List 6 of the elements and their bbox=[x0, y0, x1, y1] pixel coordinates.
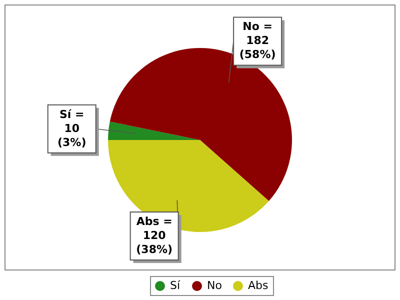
data-label: Abs = 120 (38%) bbox=[136, 215, 173, 256]
data-label: Sí = 10 (3%) bbox=[57, 108, 86, 149]
legend-label: Abs bbox=[248, 279, 269, 292]
legend-label: Sí bbox=[170, 279, 181, 292]
legend-label: No bbox=[207, 279, 222, 292]
data-label: No = 182 (58%) bbox=[239, 20, 276, 62]
